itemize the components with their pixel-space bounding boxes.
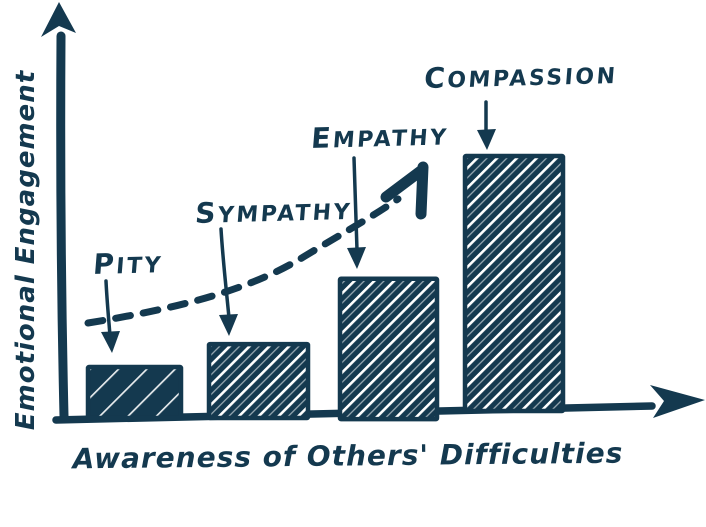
trend-arrowhead-icon	[380, 161, 429, 220]
y-axis-arrowhead-icon	[41, 2, 76, 37]
empathy-callout-arrow	[347, 156, 366, 269]
bar-empathy	[337, 276, 440, 422]
compassion-callout-arrow	[477, 100, 496, 150]
sympathy-callout-line	[219, 227, 231, 320]
x-axis-label: Awareness of Others' Difficulties	[72, 436, 624, 476]
x-axis-arrowhead-icon	[650, 385, 705, 418]
sympathy-callout-arrow	[219, 227, 238, 336]
pity-callout-arrowhead-icon	[101, 331, 120, 353]
empathy-callout-line	[352, 156, 359, 252]
pity-callout-arrow	[101, 279, 120, 353]
bar-label-sympathy: Sympathy	[194, 196, 353, 230]
empathy-callout-arrowhead-icon	[347, 247, 366, 269]
bar-pity	[85, 364, 184, 421]
bar-label-empathy: Empathy	[310, 121, 450, 155]
bar-label-pity: Pity	[92, 247, 164, 281]
bar-label-compassion: Compassion	[423, 61, 619, 95]
sympathy-callout-arrowhead-icon	[219, 314, 238, 336]
trend-arrow	[84, 161, 429, 327]
y-axis-label: Emotional Engagement	[11, 69, 41, 431]
bar-compassion	[462, 153, 566, 414]
y-axis	[41, 2, 76, 421]
bar-sympathy	[206, 341, 311, 421]
compassion-callout-arrowhead-icon	[477, 129, 496, 150]
y-axis-line	[56, 31, 69, 421]
trend-dashed-curve	[84, 195, 402, 327]
pity-callout-line	[104, 279, 112, 338]
